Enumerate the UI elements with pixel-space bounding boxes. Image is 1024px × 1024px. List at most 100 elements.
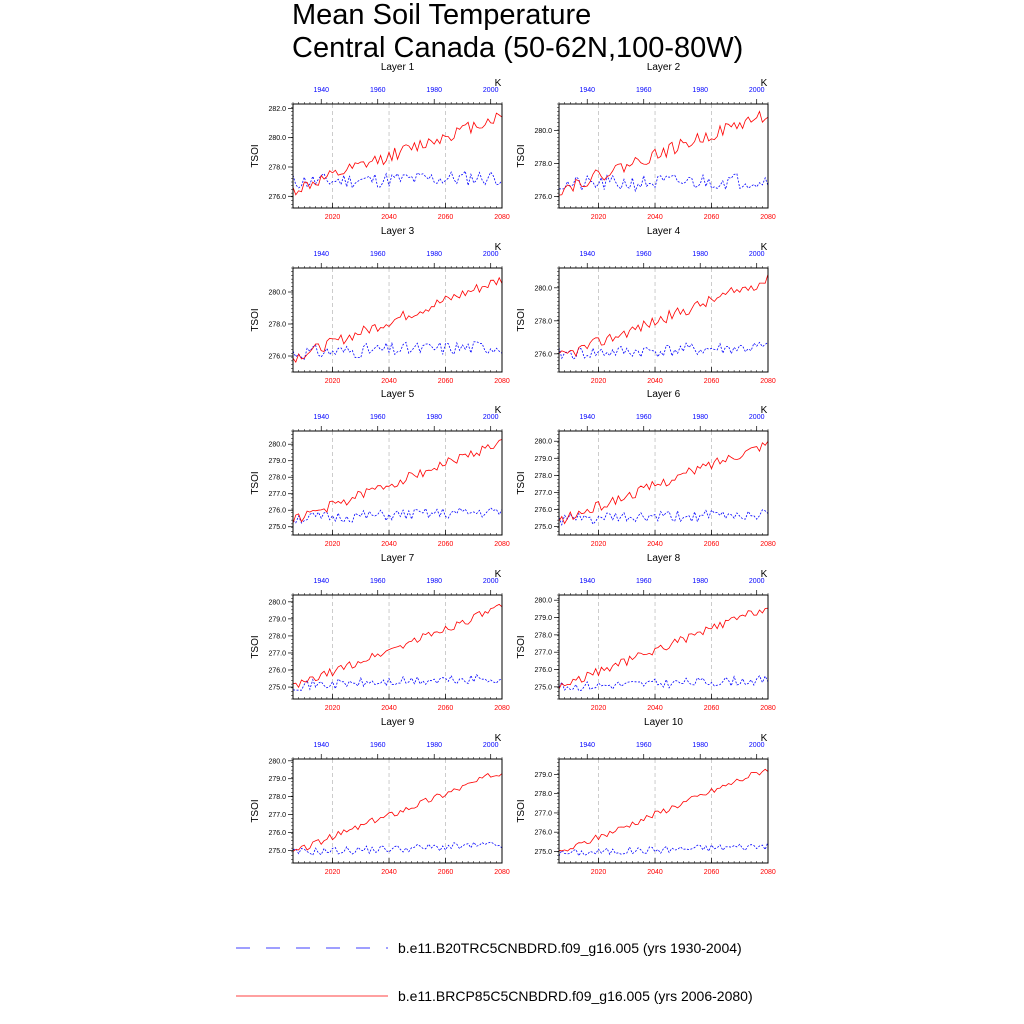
series-historical-line — [292, 673, 503, 691]
panel-grid: Layer 1 K TSOI 2020 2040 2060 2080 1940 1960 1980… — [250, 62, 776, 876]
plot-frame — [292, 430, 503, 536]
panel-layer-8: Layer 8 K TSOI 2020 2040 2060 2080 1940 1960 1980… — [516, 553, 776, 712]
x-tick-label-top: 2000 — [483, 251, 499, 258]
x-tick-label-top: 1940 — [579, 414, 595, 421]
x-tick-label-bottom: 2040 — [381, 541, 397, 548]
series-future-line — [292, 276, 503, 363]
x-tick-label-bottom: 2080 — [494, 378, 510, 385]
x-tick-label-top: 2000 — [483, 578, 499, 585]
series-historical-line — [292, 170, 503, 189]
y-tick-label: 278.0 — [268, 633, 286, 640]
x-tick-label-top: 1960 — [636, 742, 652, 749]
x-tick-label-bottom: 2080 — [760, 214, 776, 221]
y-axis-label: TSOI — [516, 635, 527, 658]
x-tick-label-top: 2000 — [483, 742, 499, 749]
x-tick-label-bottom: 2080 — [494, 705, 510, 712]
y-axis-label: TSOI — [250, 144, 261, 167]
x-tick-label-top: 2000 — [749, 87, 765, 94]
x-tick-label-top: 1940 — [313, 251, 329, 258]
y-tick-label: 276.0 — [534, 194, 552, 201]
plot-frame — [292, 594, 503, 700]
y-axis-label: TSOI — [250, 471, 261, 494]
x-tick-label-top: 1960 — [636, 251, 652, 258]
units-label: K — [495, 569, 502, 580]
units-label: K — [495, 242, 502, 253]
series-future-line — [558, 768, 769, 852]
x-tick-label-top: 1980 — [692, 578, 708, 585]
x-tick-label-bottom: 2040 — [647, 214, 663, 221]
y-axis-label: TSOI — [250, 308, 261, 331]
panel-layer-4: Layer 4 K TSOI 2020 2040 2060 2080 1940 1960 1980… — [516, 226, 776, 385]
x-tick-label-bottom: 2080 — [760, 705, 776, 712]
plot-frame — [558, 267, 769, 373]
x-tick-label-top: 1980 — [692, 87, 708, 94]
x-tick-label-top: 1940 — [313, 578, 329, 585]
x-tick-label-bottom: 2040 — [381, 705, 397, 712]
series-future-line — [292, 439, 503, 524]
plot-frame — [558, 594, 769, 700]
x-tick-label-bottom: 2080 — [760, 541, 776, 548]
units-label: K — [761, 569, 768, 580]
y-tick-label: 277.0 — [268, 812, 286, 819]
x-tick-label-bottom: 2060 — [704, 869, 720, 876]
x-tick-label-bottom: 2060 — [438, 378, 454, 385]
panel-layer-3: Layer 3 K TSOI 2020 2040 2060 2080 1940 1960 1980… — [250, 226, 510, 385]
y-tick-label: 276.0 — [534, 667, 552, 674]
x-tick-label-top: 2000 — [749, 251, 765, 258]
x-tick-label-top: 2000 — [483, 414, 499, 421]
y-tick-label: 275.0 — [268, 524, 286, 531]
x-tick-label-bottom: 2020 — [325, 378, 341, 385]
x-tick-label-bottom: 2040 — [647, 541, 663, 548]
x-tick-label-bottom: 2060 — [704, 705, 720, 712]
series-future-line — [292, 112, 503, 196]
y-tick-label: 278.0 — [268, 322, 286, 329]
panel-layer-5: Layer 5 K TSOI 2020 2040 2060 2080 1940 1960 1980… — [250, 389, 510, 548]
units-label: K — [495, 78, 502, 89]
x-tick-label-bottom: 2020 — [591, 214, 607, 221]
y-tick-label: 279.0 — [268, 616, 286, 623]
x-tick-label-bottom: 2020 — [325, 705, 341, 712]
y-tick-label: 275.0 — [534, 849, 552, 856]
x-tick-label-bottom: 2060 — [704, 378, 720, 385]
panel-title: Layer 8 — [647, 553, 681, 564]
series-future-line — [292, 603, 503, 689]
units-label: K — [761, 405, 768, 416]
y-tick-label: 279.0 — [534, 456, 552, 463]
series-historical-line — [292, 507, 503, 524]
units-label: K — [761, 78, 768, 89]
x-tick-label-bottom: 2040 — [381, 214, 397, 221]
y-tick-label: 280.0 — [268, 599, 286, 606]
legend-historical-label: b.e11.B20TRC5CNBDRD.f09_g16.005 (yrs 193… — [398, 940, 742, 956]
x-tick-label-top: 1940 — [579, 578, 595, 585]
panel-title: Layer 9 — [381, 717, 415, 728]
x-tick-label-bottom: 2040 — [381, 378, 397, 385]
x-tick-label-top: 2000 — [749, 742, 765, 749]
y-tick-label: 279.0 — [268, 776, 286, 783]
series-historical-line — [558, 841, 769, 857]
x-tick-label-top: 1940 — [579, 87, 595, 94]
y-tick-label: 276.0 — [534, 351, 552, 358]
x-tick-label-top: 2000 — [749, 414, 765, 421]
y-tick-label: 280.0 — [268, 758, 286, 765]
x-tick-label-bottom: 2020 — [591, 705, 607, 712]
series-historical-line — [558, 675, 769, 692]
x-tick-label-top: 1980 — [692, 742, 708, 749]
y-tick-label: 276.0 — [268, 354, 286, 361]
y-tick-label: 282.0 — [268, 106, 286, 113]
y-tick-label: 276.0 — [534, 830, 552, 837]
y-tick-label: 278.0 — [268, 475, 286, 482]
series-historical-line — [292, 341, 503, 360]
panel-title: Layer 4 — [647, 226, 681, 237]
x-tick-label-top: 1960 — [370, 251, 386, 258]
y-tick-label: 280.0 — [268, 290, 286, 297]
y-tick-label: 278.0 — [534, 632, 552, 639]
y-tick-label: 279.0 — [534, 615, 552, 622]
x-tick-label-bottom: 2020 — [591, 541, 607, 548]
units-label: K — [761, 733, 768, 744]
x-tick-label-bottom: 2060 — [438, 541, 454, 548]
series-historical-line — [558, 509, 769, 526]
series-historical-line — [558, 173, 769, 193]
y-tick-label: 278.0 — [534, 318, 552, 325]
y-axis-label: TSOI — [250, 635, 261, 658]
